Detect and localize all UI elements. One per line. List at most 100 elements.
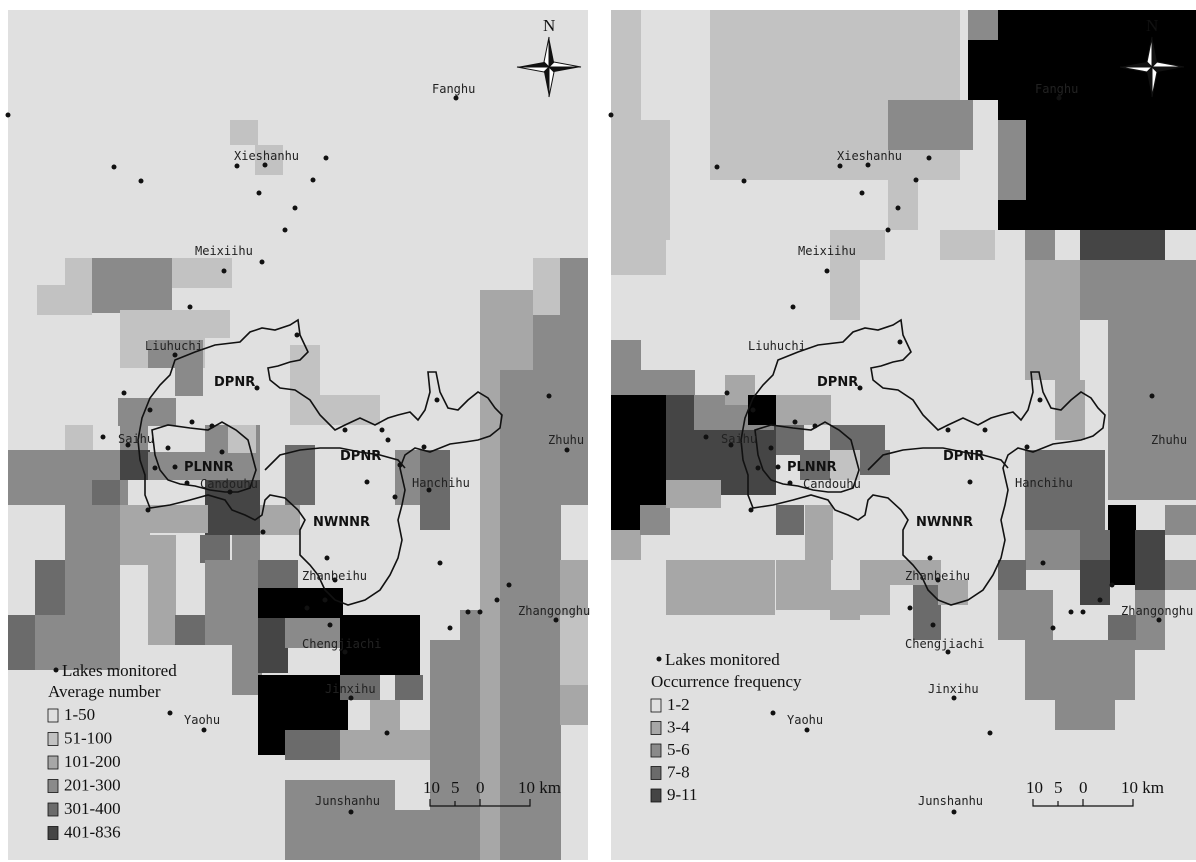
- raster-cell: [720, 560, 775, 615]
- scale-tick-km: 10 km: [518, 778, 561, 797]
- legend-swatch: [650, 788, 662, 803]
- raster-cell: [913, 580, 941, 640]
- raster-cell: [1055, 700, 1115, 730]
- lake-label: Candouhu: [803, 477, 861, 491]
- lake-label: Fanghu: [432, 82, 475, 96]
- raster-cell: [370, 700, 400, 730]
- lake-label: Yaohu: [787, 713, 823, 727]
- north-label: N: [1146, 16, 1158, 35]
- reserve-label: PLNNR: [787, 460, 837, 475]
- lake-label: Hanchihu: [1015, 476, 1073, 490]
- raster-cell: [35, 560, 65, 615]
- raster-cell: [611, 340, 641, 395]
- raster-cell: [120, 310, 230, 338]
- raster-cell: [666, 560, 721, 615]
- lake-label: Zhanbeihu: [905, 569, 970, 583]
- raster-cell: [500, 370, 535, 860]
- legend-class-label: 301-400: [64, 799, 121, 818]
- raster-cell: [430, 640, 460, 860]
- raster-cell: [148, 505, 208, 533]
- raster-cell: [1025, 530, 1080, 570]
- raster-cell: [290, 345, 320, 425]
- legend-title: Occurrence frequency: [651, 672, 802, 691]
- raster-cell: [118, 398, 148, 426]
- scale-bar: 10 5 0 10 km: [423, 778, 561, 807]
- legend-swatch: [650, 766, 662, 780]
- legend-swatch: [650, 743, 662, 758]
- raster-cell: [940, 230, 995, 260]
- raster-cell: [666, 480, 721, 508]
- raster-cell: [776, 560, 831, 610]
- lake-label: Zhuhu: [1151, 433, 1187, 447]
- lake-label: Zhuhu: [548, 433, 584, 447]
- raster-cell: [1165, 560, 1196, 590]
- scale-tick-10: 10: [1026, 778, 1043, 797]
- scale-tick-10: 10: [423, 778, 440, 797]
- reserve-label: NWNNR: [916, 515, 973, 530]
- legend-class-label: 201-300: [64, 776, 121, 795]
- raster-cell: [1080, 230, 1165, 260]
- raster-cell: [92, 480, 120, 505]
- raster-cell: [65, 425, 93, 453]
- map-panel-right: Fanghu Xieshanhu Meixiihu Liuhuchi Saihu Cand…: [608, 10, 1196, 860]
- raster-cell: [1108, 615, 1136, 640]
- reserve-inner-boundary-2: [867, 447, 1009, 471]
- raster-cell: [560, 258, 588, 458]
- raster-cell: [395, 675, 423, 700]
- reserve-inner-boundary-2: [264, 447, 406, 471]
- lake-label: Zhangonghu: [1121, 604, 1193, 618]
- reserve-label: DPNR: [943, 449, 984, 464]
- reserve-label: DPNR: [817, 375, 858, 390]
- raster-cell: [205, 560, 260, 645]
- raster-cell: [232, 645, 262, 695]
- legend-points-label: Lakes monitored: [665, 650, 780, 669]
- raster-cell: [205, 480, 260, 535]
- raster-cell: [1165, 505, 1196, 535]
- raster-cell: [37, 285, 92, 315]
- raster-cell: [1080, 260, 1196, 320]
- lake-label: Yaohu: [184, 713, 220, 727]
- lake-label: Candouhu: [200, 477, 258, 491]
- lake-label: Xieshanhu: [234, 149, 299, 163]
- lake-points: [608, 95, 1162, 815]
- raster-cell: [560, 615, 588, 685]
- raster-cell: [1108, 555, 1138, 585]
- raster-cell: [65, 505, 120, 615]
- reserve-inner-boundary: [754, 421, 860, 493]
- reserve-label: DPNR: [214, 375, 255, 390]
- legend: Lakes monitored Average number 1-50 51-10…: [47, 661, 177, 842]
- raster-cell: [175, 368, 203, 396]
- lake-label: Zhanbeihu: [302, 569, 367, 583]
- lake-label: Saihu: [721, 432, 757, 446]
- raster-cell: [258, 675, 348, 735]
- lake-label: Junshanhu: [918, 794, 983, 808]
- legend-swatch: [47, 779, 59, 793]
- reserve-label: PLNNR: [184, 460, 234, 475]
- raster-cell: [92, 258, 172, 313]
- raster-cell: [285, 780, 395, 860]
- raster-cell: [175, 615, 205, 645]
- raster-cell: [420, 450, 450, 530]
- scale-tick-0: 0: [1079, 778, 1088, 797]
- lake-label: Chengjiachi: [905, 637, 984, 651]
- raster-cell: [533, 455, 588, 505]
- raster-cell: [285, 730, 340, 760]
- legend-class-label: 401-836: [64, 823, 121, 842]
- raster-cell: [285, 445, 315, 505]
- reserve-label: DPNR: [340, 449, 381, 464]
- reserve-labels: DPNR DPNR PLNNR NWNNR: [787, 375, 984, 530]
- raster-cell: [1108, 320, 1196, 500]
- raster-cell: [533, 505, 561, 860]
- raster-cell: [255, 145, 283, 175]
- raster-cell: [258, 735, 286, 755]
- legend-swatch: [47, 826, 59, 840]
- legend-class-label: 101-200: [64, 752, 121, 771]
- raster-cell: [172, 258, 232, 288]
- raster-cells: [611, 10, 1196, 730]
- lake-label: Hanchihu: [412, 476, 470, 490]
- scale-tick-km: 10 km: [1121, 778, 1164, 797]
- raster-cell: [258, 588, 343, 618]
- raster-cell: [260, 505, 300, 535]
- raster-cell: [830, 590, 860, 620]
- raster-cell: [1025, 230, 1055, 260]
